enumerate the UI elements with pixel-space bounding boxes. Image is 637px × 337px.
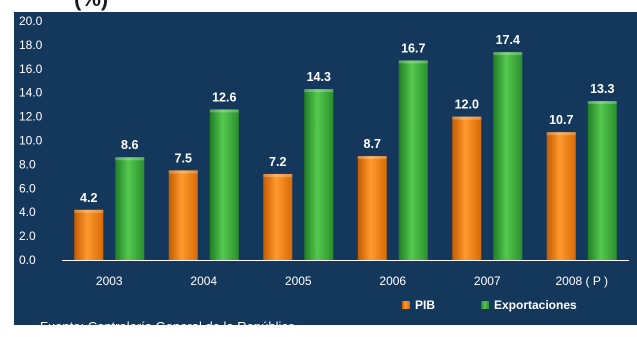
legend-label: PIB <box>415 298 435 312</box>
bar-exportaciones <box>209 109 239 261</box>
legend-swatch <box>402 301 410 309</box>
data-label: 7.5 <box>175 151 192 165</box>
bars <box>74 52 617 261</box>
data-label: 10.7 <box>549 113 573 127</box>
bar-pib <box>74 209 104 260</box>
bar-exportaciones <box>587 101 617 260</box>
bar-highlight <box>493 52 523 56</box>
bar-exportaciones <box>115 157 145 260</box>
source-note: Fuente: Contraloría General de la Repúbl… <box>40 319 299 334</box>
y-tick-label: 18.0 <box>19 38 43 52</box>
bar-highlight <box>587 101 617 105</box>
x-tick-label: 2005 <box>285 274 312 288</box>
bar-highlight <box>546 132 576 136</box>
y-tick-label: 0.0 <box>19 253 36 267</box>
bar-highlight <box>452 116 482 120</box>
x-axis: 2003 2004 2005 2006 2007 2008 ( P ) <box>62 260 629 288</box>
y-tick-label: 14.0 <box>19 86 43 100</box>
legend-label: Exportaciones <box>494 298 577 312</box>
data-label: 16.7 <box>401 41 425 55</box>
bar-highlight <box>263 173 293 177</box>
data-labels: 4.2 8.6 7.5 12.6 7.2 14.3 8.7 16.7 12.0 17.4 10.7 1… <box>80 33 614 205</box>
data-label: 14.3 <box>307 70 331 84</box>
bar-pib <box>263 173 293 260</box>
bar-pib <box>546 132 576 260</box>
y-tick-label: 10.0 <box>19 134 43 148</box>
bar-highlight <box>209 109 239 113</box>
data-label: 8.6 <box>121 138 138 152</box>
y-tick-label: 4.0 <box>19 205 36 219</box>
y-tick-label: 16.0 <box>19 62 43 76</box>
x-tick-label: 2003 <box>96 274 123 288</box>
title-strip: (%) <box>0 0 637 14</box>
x-tick-label: 2006 <box>379 274 406 288</box>
y-tick-label: 12.0 <box>19 110 43 124</box>
bar-exportaciones <box>398 60 428 261</box>
bar-highlight <box>168 170 198 174</box>
y-tick-label: 6.0 <box>19 181 36 195</box>
bar-highlight <box>304 89 334 93</box>
legend-swatch <box>481 301 489 309</box>
data-label: 12.6 <box>212 90 236 104</box>
y-tick-label: 2.0 <box>19 229 36 243</box>
data-label: 12.0 <box>455 98 479 112</box>
bar-chart: 0.02.04.06.08.010.012.014.016.018.020.0 … <box>19 14 629 312</box>
bar-pib <box>168 170 198 260</box>
y-tick-label: 8.0 <box>19 157 36 171</box>
data-label: 7.2 <box>269 155 286 169</box>
bar-exportaciones <box>304 89 334 261</box>
data-label: 8.7 <box>364 137 381 151</box>
bar-exportaciones <box>493 52 523 260</box>
bar-pib <box>357 156 387 260</box>
x-tick-label: 2004 <box>190 274 217 288</box>
bar-highlight <box>115 157 145 161</box>
x-tick-label: 2008 ( P ) <box>556 274 608 288</box>
bar-highlight <box>357 156 387 160</box>
bar-pib <box>452 116 482 260</box>
chart-panel: 0.0 2.0 4.0 6.0 8.0 10.0 12.0 14.0 16.0 18.0 20.0 … <box>14 12 637 325</box>
y-axis: 0.0 2.0 4.0 6.0 8.0 10.0 12.0 14.0 16.0 18.0 20.0 <box>19 14 43 267</box>
data-label: 4.2 <box>80 191 97 205</box>
bar-highlight <box>74 209 104 213</box>
legend: PIB Exportaciones <box>402 298 577 312</box>
y-tick-label: 20.0 <box>19 14 43 28</box>
x-tick-label: 2007 <box>474 274 501 288</box>
data-label: 13.3 <box>590 82 614 96</box>
bar-highlight <box>398 60 428 64</box>
data-label: 17.4 <box>496 33 520 47</box>
title-fragment: (%) <box>74 0 108 12</box>
